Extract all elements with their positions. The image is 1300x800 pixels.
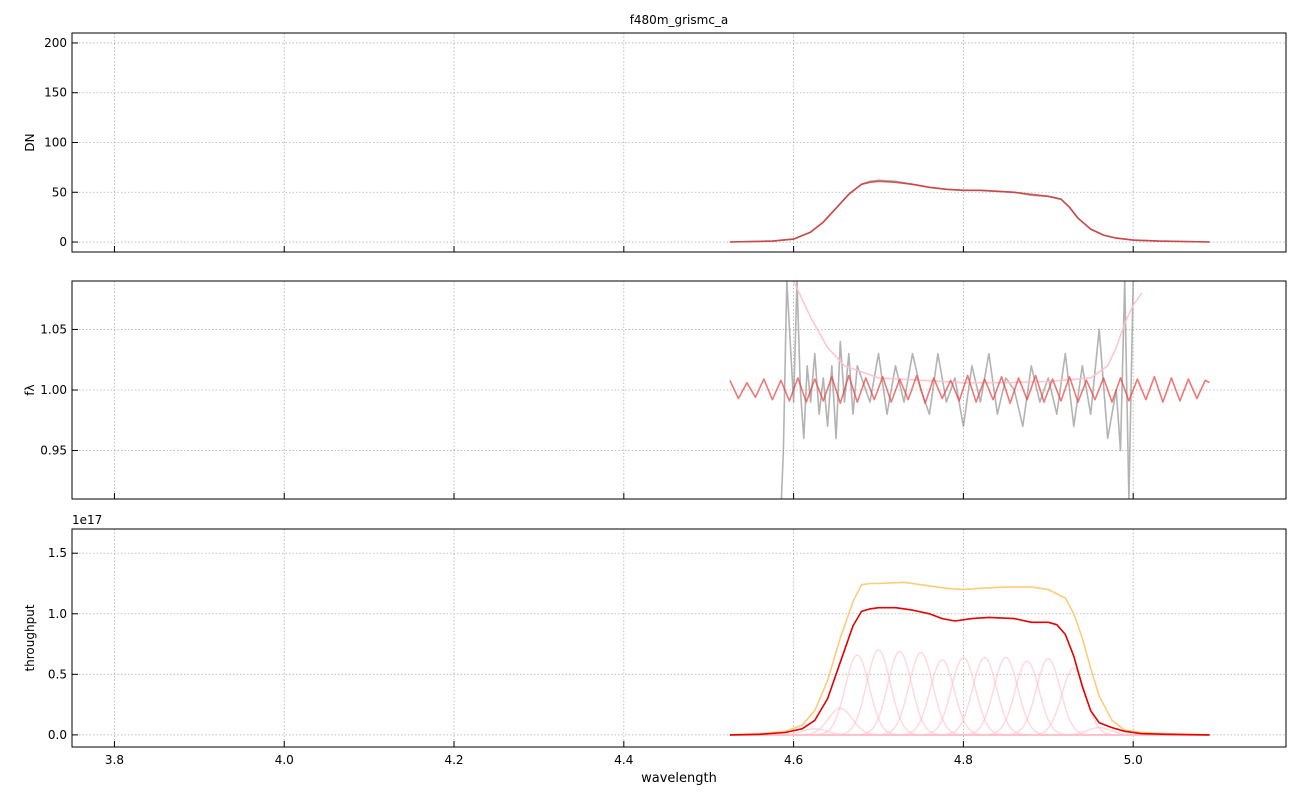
y-axis-label: fλ [23,384,37,395]
x-tick-label: 4.0 [275,753,294,767]
axes-frame [71,528,1287,748]
component-curve [729,658,1209,736]
series-line-0 [780,281,1138,499]
y-tick-label: 100 [44,136,67,150]
x-axis-label: wavelength [641,771,717,786]
y-tick-label: 1.5 [48,546,67,560]
y-offset-label: 1e17 [72,513,102,527]
component-curve [729,656,1209,736]
x-tick-label: 4.4 [614,753,633,767]
y-tick-label: 1.05 [40,322,67,336]
component-curve [729,650,1209,736]
y-tick-label: 200 [44,36,67,50]
series-line-1 [729,180,1210,243]
y-tick-label: 1.00 [40,383,67,397]
y-tick-label: 1.0 [48,607,67,621]
component-curve [729,649,1209,736]
x-tick-label: 5.0 [1124,753,1143,767]
y-axis-label: DN [23,133,37,151]
plot-area [729,581,1210,736]
y-tick-label: 0.0 [48,728,67,742]
plot-area [729,179,1210,243]
series-line-1 [792,281,1143,384]
component-curve [729,726,1209,736]
x-tick-label: 4.6 [784,753,803,767]
chart-title: f480m_grismc_a [630,13,729,27]
y-tick-label: 0.5 [48,667,67,681]
component-curve [729,656,1209,736]
plot-area [729,281,1210,499]
y-tick-label: 0.95 [40,444,67,458]
middle-panel-flambda: 0.95 1.00 1.05 fλ [23,280,1287,500]
x-tick-label: 4.2 [444,753,463,767]
y-tick-label: 0 [59,235,67,249]
x-tick-label: 3.8 [105,753,124,767]
component-curve [729,660,1209,736]
x-tick-label: 4.8 [954,753,973,767]
bottom-panel-throughput: 3.8 4.0 4.2 4.4 4.6 4.8 5.0 0.0 0.5 1.0 1.5 through… [23,513,1287,767]
series-line-1 [729,606,1210,736]
series-line-2 [729,374,1210,405]
y-axis-label: throughput [23,604,37,671]
component-curve [729,658,1209,736]
component-curve [729,656,1209,736]
series-line-0 [729,581,1210,736]
y-tick-label: 150 [44,86,67,100]
y-tick-label: 50 [52,185,67,199]
top-panel-dn: 0 50 100 150 200 DN [23,32,1287,253]
